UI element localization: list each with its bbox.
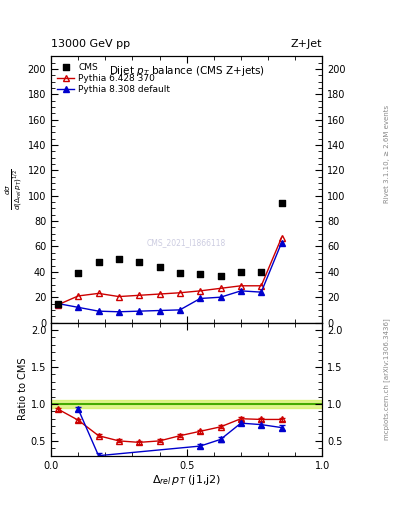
CMS	[156, 263, 163, 271]
Y-axis label: $\frac{d\sigma}{d(\Delta_{rel}\,p_T)^{1/2}}$: $\frac{d\sigma}{d(\Delta_{rel}\,p_T)^{1/…	[4, 168, 25, 210]
Text: 13000 GeV pp: 13000 GeV pp	[51, 38, 130, 49]
Text: Dijet $p_T$ balance (CMS Z+jets): Dijet $p_T$ balance (CMS Z+jets)	[108, 65, 265, 78]
Pythia 8.308 default	[55, 301, 60, 307]
Pythia 6.428 370	[96, 290, 101, 296]
Pythia 8.308 default	[178, 307, 182, 313]
CMS	[258, 268, 264, 276]
Pythia 8.308 default	[137, 308, 141, 314]
Pythia 6.428 370	[198, 288, 203, 294]
CMS	[177, 269, 183, 277]
Pythia 6.428 370	[239, 283, 243, 289]
Pythia 6.428 370	[259, 283, 264, 289]
Pythia 6.428 370	[178, 290, 182, 296]
Pythia 6.428 370	[279, 234, 284, 241]
Pythia 6.428 370	[137, 292, 141, 298]
Pythia 6.428 370	[116, 293, 121, 300]
Text: Z+Jet: Z+Jet	[291, 38, 322, 49]
Pythia 8.308 default	[218, 294, 223, 300]
Pythia 8.308 default	[239, 288, 243, 294]
CMS	[136, 258, 142, 266]
CMS	[116, 255, 122, 263]
CMS	[95, 258, 102, 266]
Pythia 8.308 default	[96, 308, 101, 314]
Legend: CMS, Pythia 6.428 370, Pythia 8.308 default: CMS, Pythia 6.428 370, Pythia 8.308 defa…	[55, 61, 172, 96]
CMS	[278, 199, 285, 207]
Pythia 6.428 370	[157, 291, 162, 297]
Line: Pythia 6.428 370: Pythia 6.428 370	[54, 234, 285, 308]
Pythia 6.428 370	[218, 285, 223, 291]
Pythia 8.308 default	[198, 295, 203, 302]
Pythia 6.428 370	[76, 293, 81, 299]
CMS	[75, 269, 81, 277]
Text: CMS_2021_I1866118: CMS_2021_I1866118	[147, 238, 226, 247]
Text: Rivet 3.1.10, ≥ 2.6M events: Rivet 3.1.10, ≥ 2.6M events	[384, 104, 390, 203]
Pythia 6.428 370	[55, 302, 60, 308]
Pythia 8.308 default	[157, 307, 162, 313]
Pythia 8.308 default	[116, 309, 121, 315]
Pythia 8.308 default	[279, 240, 284, 246]
CMS	[197, 270, 204, 279]
Line: Pythia 8.308 default: Pythia 8.308 default	[54, 239, 285, 315]
Bar	[51, 400, 322, 408]
CMS	[55, 300, 61, 308]
CMS	[238, 268, 244, 276]
X-axis label: $\Delta_{rel}\,p_T$ (j1,j2): $\Delta_{rel}\,p_T$ (j1,j2)	[152, 473, 221, 487]
Text: mcplots.cern.ch [arXiv:1306.3436]: mcplots.cern.ch [arXiv:1306.3436]	[384, 318, 391, 440]
CMS	[217, 272, 224, 281]
Y-axis label: Ratio to CMS: Ratio to CMS	[18, 358, 28, 420]
Pythia 8.308 default	[76, 304, 81, 310]
Pythia 8.308 default	[259, 289, 264, 295]
